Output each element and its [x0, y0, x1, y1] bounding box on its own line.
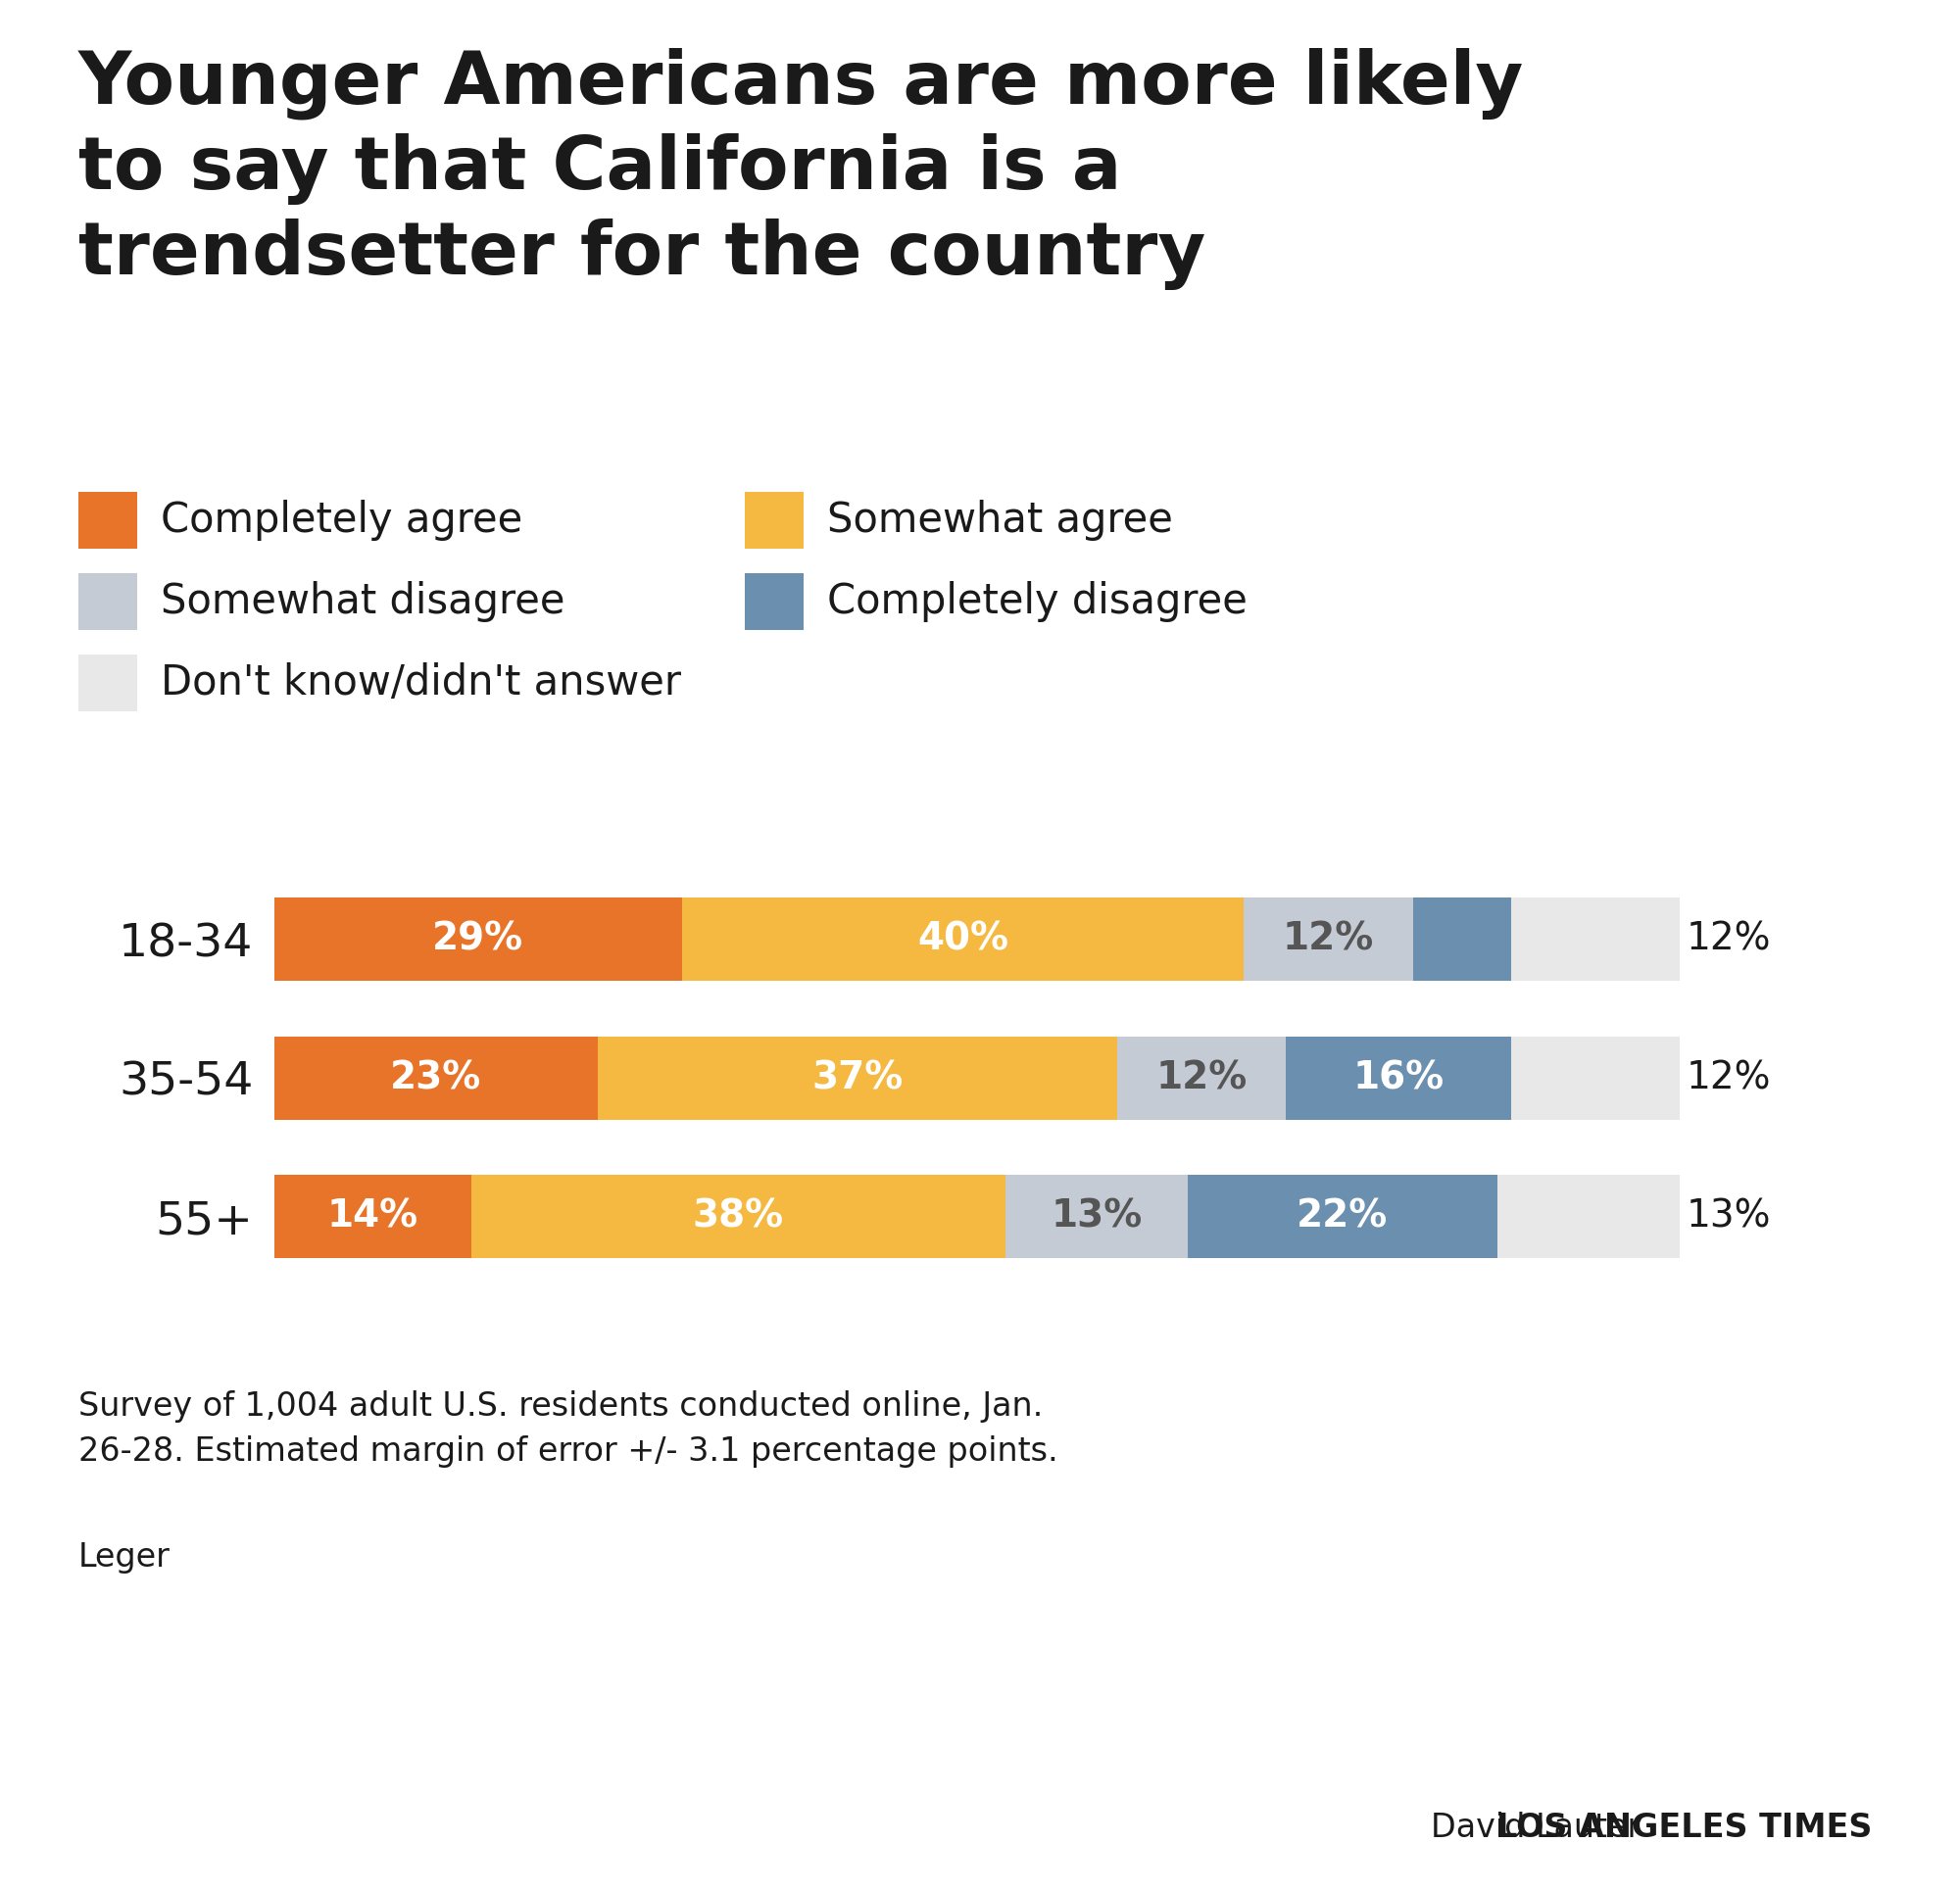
Bar	[274, 898, 682, 981]
Text: 12%: 12%	[1688, 921, 1772, 959]
Bar	[1511, 1036, 1680, 1119]
Text: 29%: 29%	[433, 921, 523, 959]
Text: Don't know/didn't answer: Don't know/didn't answer	[161, 662, 682, 703]
Text: Somewhat disagree: Somewhat disagree	[161, 581, 564, 622]
Text: Younger Americans are more likely
to say that California is a
trendsetter for th: Younger Americans are more likely to say…	[78, 47, 1525, 289]
Text: 12%: 12%	[1156, 1059, 1249, 1097]
Text: 40%: 40%	[917, 921, 1009, 959]
Text: 12%: 12%	[1688, 1059, 1772, 1097]
Bar	[1188, 1174, 1497, 1258]
Text: Leger: Leger	[78, 1541, 171, 1573]
Bar	[1497, 1174, 1680, 1258]
Text: Survey of 1,004 adult U.S. residents conducted online, Jan.
26-28. Estimated mar: Survey of 1,004 adult U.S. residents con…	[78, 1390, 1058, 1467]
Text: 22%: 22%	[1298, 1197, 1388, 1235]
Bar	[1245, 898, 1413, 981]
Bar	[1117, 1036, 1286, 1119]
Bar	[1413, 898, 1511, 981]
Text: 14%: 14%	[327, 1197, 417, 1235]
Text: 13%: 13%	[1051, 1197, 1143, 1235]
Text: 13%: 13%	[1688, 1197, 1772, 1235]
Text: Completely disagree: Completely disagree	[827, 581, 1247, 622]
Bar	[470, 1174, 1005, 1258]
Bar	[274, 1036, 598, 1119]
Text: 12%: 12%	[1282, 921, 1374, 959]
Text: 16%: 16%	[1352, 1059, 1445, 1097]
Text: David Lauter: David Lauter	[1431, 1812, 1641, 1844]
Text: Somewhat agree: Somewhat agree	[827, 499, 1172, 541]
Bar	[598, 1036, 1117, 1119]
Text: Completely agree: Completely agree	[161, 499, 523, 541]
Bar	[1005, 1174, 1188, 1258]
Text: LOS ANGELES TIMES: LOS ANGELES TIMES	[1495, 1812, 1872, 1844]
Bar	[1286, 1036, 1511, 1119]
Bar	[1511, 898, 1680, 981]
Bar	[274, 1174, 470, 1258]
Text: 37%: 37%	[811, 1059, 904, 1097]
Bar	[682, 898, 1245, 981]
Text: 38%: 38%	[692, 1197, 784, 1235]
Text: 23%: 23%	[390, 1059, 482, 1097]
